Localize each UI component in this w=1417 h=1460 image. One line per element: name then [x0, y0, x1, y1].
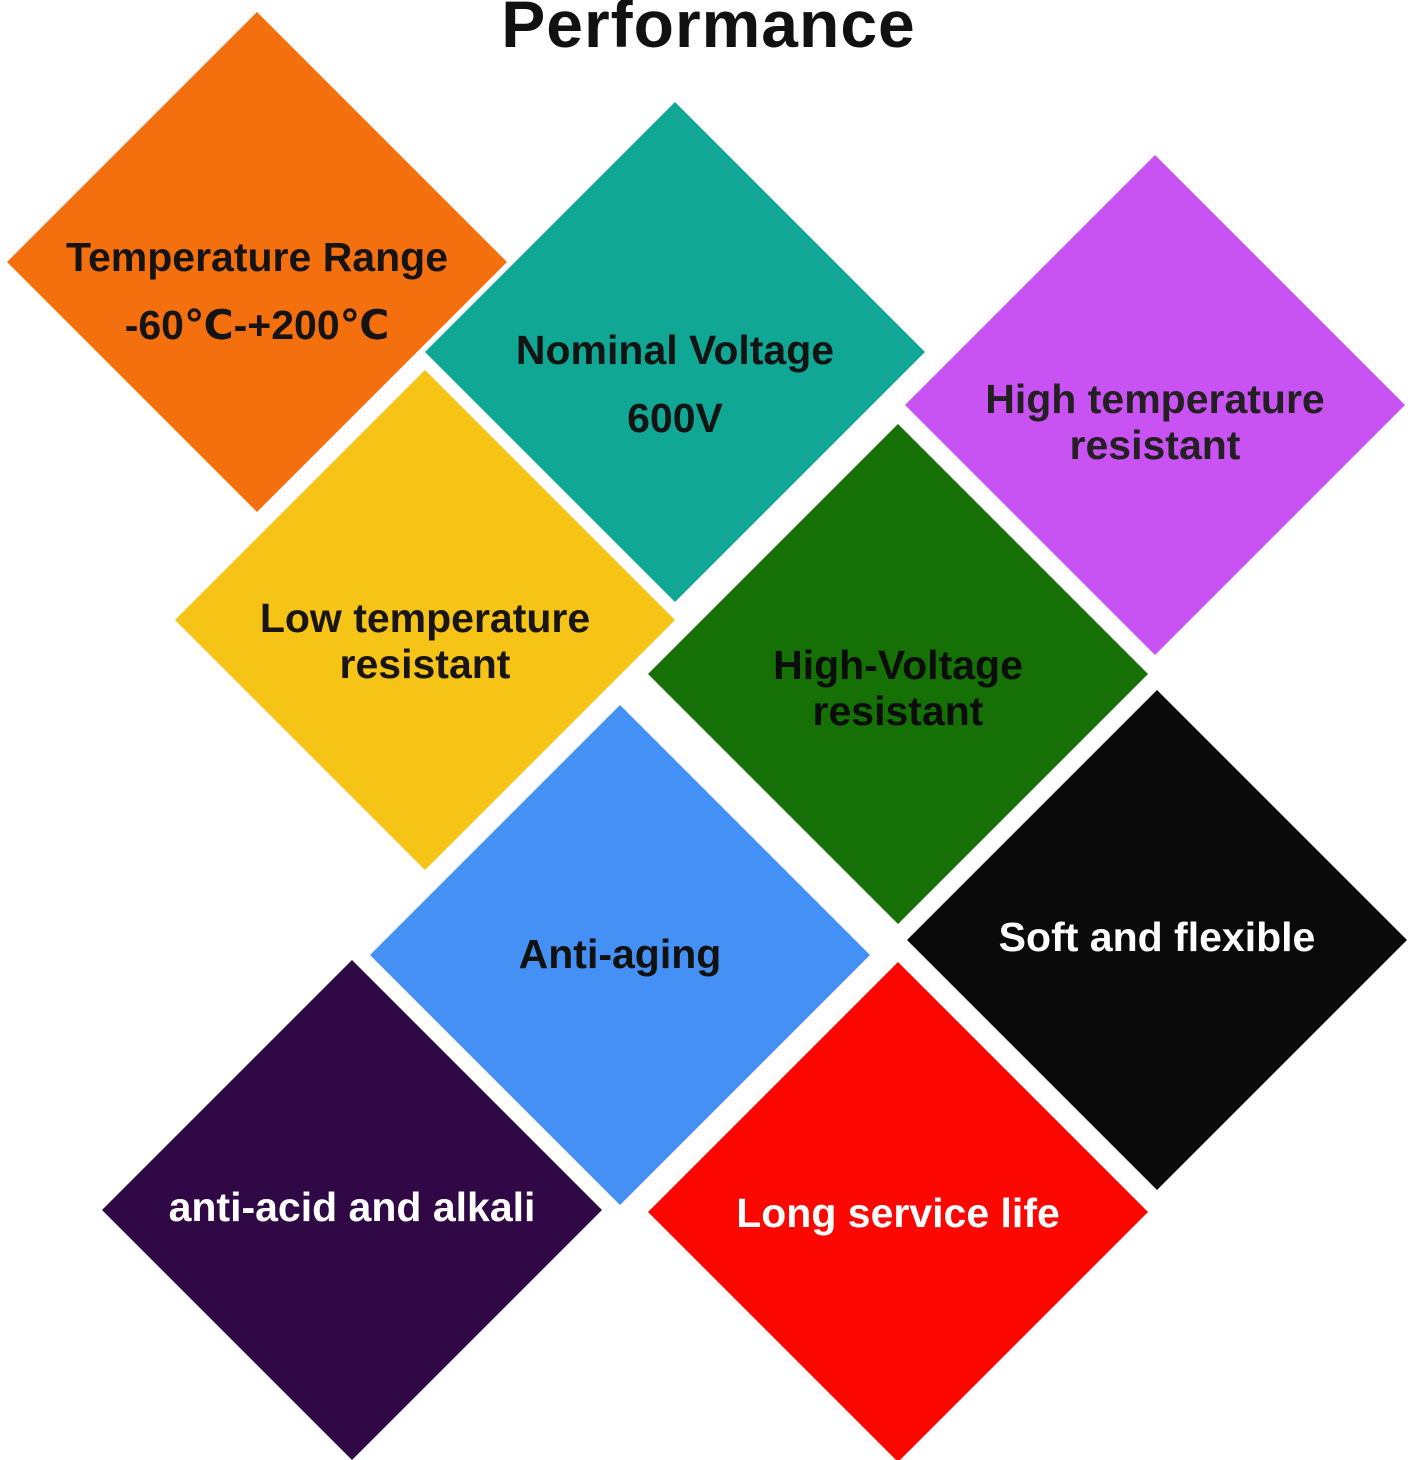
label-line-1: Temperature Range [65, 234, 448, 281]
label-line-1: anti-acid and alkali [168, 1184, 536, 1231]
label-line-2: 600V [627, 395, 723, 441]
label-line-2: -60℃-+200℃ [124, 302, 390, 348]
label-line-1: Soft and flexible [998, 914, 1316, 961]
label-line-2: resistant [812, 688, 984, 734]
diamond-label: High-Voltage resistant [648, 642, 1148, 735]
label-line-1: High-Voltage [773, 642, 1023, 689]
diamond-label: Long service life [648, 1190, 1148, 1237]
diamond-label: Soft and flexible [907, 914, 1407, 961]
diamond-label: High temperature resistant [905, 376, 1405, 469]
label-line-1: Nominal Voltage [515, 327, 835, 374]
label-line-1: High temperature [985, 376, 1325, 423]
label-line-2: resistant [1069, 422, 1241, 468]
diamond-label: anti-acid and alkali [102, 1184, 602, 1231]
diamond-label: Low temperature resistant [175, 595, 675, 688]
diamond-label: Nominal Voltage 600V [425, 327, 925, 442]
label-line-1: Anti-aging [518, 931, 722, 978]
diamond-label: Anti-aging [370, 931, 870, 978]
label-line-1: Long service life [736, 1190, 1060, 1237]
label-line-1: Low temperature [259, 595, 591, 642]
label-line-2: resistant [339, 641, 511, 687]
diamond-label: Temperature Range -60℃-+200℃ [7, 234, 507, 349]
page-title: Performance [501, 0, 916, 61]
